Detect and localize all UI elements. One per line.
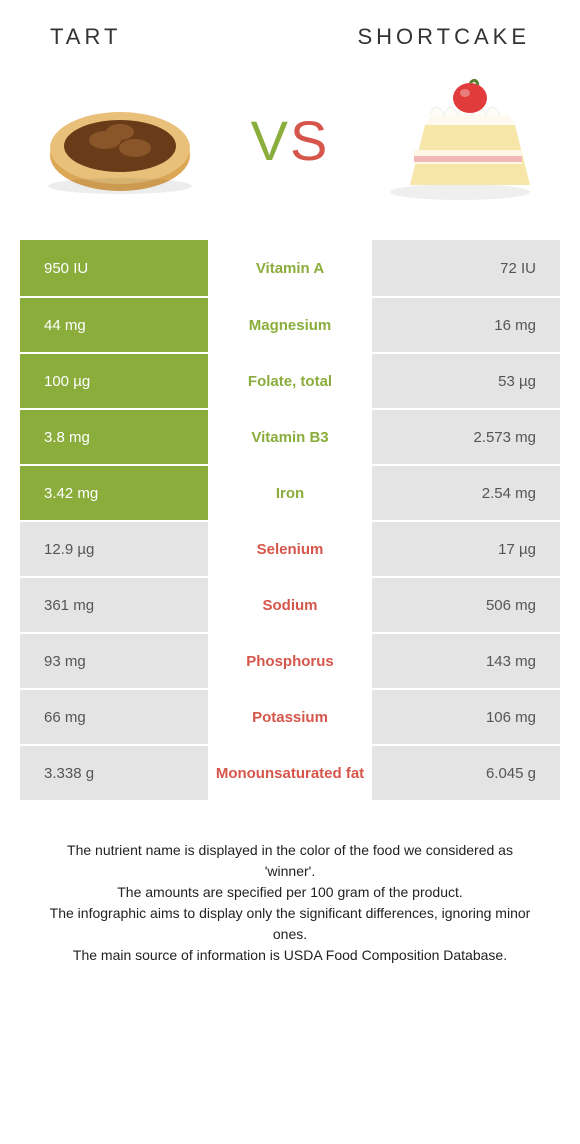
- vs-label: VS: [251, 108, 330, 173]
- left-food-title: Tart: [50, 24, 121, 50]
- left-value: 12.9 µg: [20, 522, 208, 576]
- nutrient-row: 361 mgSodium506 mg: [20, 576, 560, 632]
- nutrient-name: Vitamin A: [208, 240, 372, 296]
- header-row: Tart Shortcake: [20, 24, 560, 60]
- tart-image: [40, 70, 200, 210]
- nutrient-name: Sodium: [208, 578, 372, 632]
- right-value: 53 µg: [372, 354, 560, 408]
- left-value: 93 mg: [20, 634, 208, 688]
- left-value: 100 µg: [20, 354, 208, 408]
- right-value: 17 µg: [372, 522, 560, 576]
- vs-v: V: [251, 109, 290, 172]
- left-value: 361 mg: [20, 578, 208, 632]
- nutrient-row: 3.42 mgIron2.54 mg: [20, 464, 560, 520]
- left-value: 66 mg: [20, 690, 208, 744]
- nutrient-table: 950 IUVitamin A72 IU44 mgMagnesium16 mg1…: [20, 240, 560, 800]
- shortcake-icon: [380, 70, 540, 210]
- footnotes: The nutrient name is displayed in the co…: [20, 800, 560, 966]
- footnote-line: The main source of information is USDA F…: [40, 945, 540, 966]
- nutrient-row: 93 mgPhosphorus143 mg: [20, 632, 560, 688]
- nutrient-row: 100 µgFolate, total53 µg: [20, 352, 560, 408]
- right-food-title: Shortcake: [357, 24, 530, 50]
- left-value: 950 IU: [20, 240, 208, 296]
- left-value: 3.8 mg: [20, 410, 208, 464]
- tart-icon: [40, 70, 200, 210]
- left-value: 44 mg: [20, 298, 208, 352]
- right-value: 143 mg: [372, 634, 560, 688]
- right-value: 106 mg: [372, 690, 560, 744]
- nutrient-row: 950 IUVitamin A72 IU: [20, 240, 560, 296]
- footnote-line: The infographic aims to display only the…: [40, 903, 540, 945]
- nutrient-row: 12.9 µgSelenium17 µg: [20, 520, 560, 576]
- right-value: 2.54 mg: [372, 466, 560, 520]
- nutrient-name: Folate, total: [208, 354, 372, 408]
- footnote-line: The nutrient name is displayed in the co…: [40, 840, 540, 882]
- nutrient-row: 3.8 mgVitamin B32.573 mg: [20, 408, 560, 464]
- nutrient-name: Potassium: [208, 690, 372, 744]
- nutrient-name: Monounsaturated fat: [208, 746, 372, 800]
- footnote-line: The amounts are specified per 100 gram o…: [40, 882, 540, 903]
- vs-s: S: [290, 109, 329, 172]
- nutrient-name: Vitamin B3: [208, 410, 372, 464]
- left-value: 3.42 mg: [20, 466, 208, 520]
- nutrient-row: 66 mgPotassium106 mg: [20, 688, 560, 744]
- nutrient-name: Phosphorus: [208, 634, 372, 688]
- vs-row: VS: [20, 60, 560, 240]
- nutrient-row: 3.338 gMonounsaturated fat6.045 g: [20, 744, 560, 800]
- right-value: 2.573 mg: [372, 410, 560, 464]
- nutrient-name: Magnesium: [208, 298, 372, 352]
- shortcake-image: [380, 70, 540, 210]
- nutrient-name: Iron: [208, 466, 372, 520]
- infographic-container: Tart Shortcake VS: [0, 0, 580, 966]
- right-value: 72 IU: [372, 240, 560, 296]
- nutrient-row: 44 mgMagnesium16 mg: [20, 296, 560, 352]
- nutrient-name: Selenium: [208, 522, 372, 576]
- right-value: 506 mg: [372, 578, 560, 632]
- right-value: 16 mg: [372, 298, 560, 352]
- left-value: 3.338 g: [20, 746, 208, 800]
- right-value: 6.045 g: [372, 746, 560, 800]
